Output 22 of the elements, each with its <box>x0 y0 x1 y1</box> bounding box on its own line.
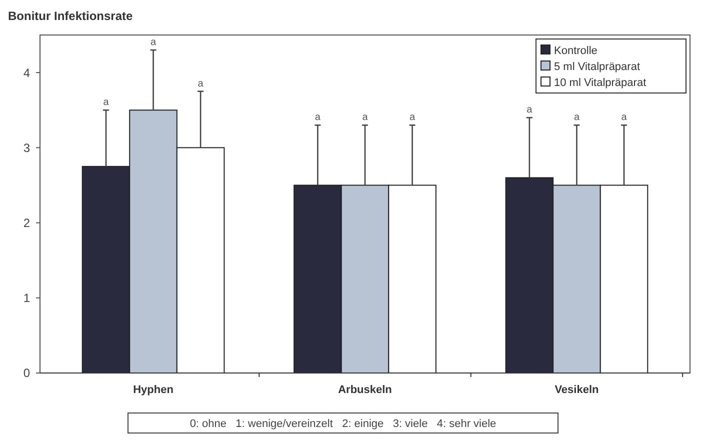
annotation: a <box>621 112 628 124</box>
text: 0: ohne 1: wenige/vereinzelt 2: einige 3: viele 4: sehr viele <box>190 418 496 430</box>
annotation: a <box>574 112 580 124</box>
y-tick-label: 4 <box>23 66 30 80</box>
annotation: a <box>410 112 416 124</box>
y-tick-label: 3 <box>23 140 30 155</box>
x-tick-label: Hyphen <box>133 384 174 396</box>
legend-label: 10 ml Vitalpräparat <box>554 76 646 89</box>
x-tick-label: Vesikeln <box>554 384 600 396</box>
x-tick-label: Arbuskeln <box>338 384 392 396</box>
legend-label: Kontrolle <box>554 44 598 57</box>
annotation: a <box>314 112 321 124</box>
y-tick-label: 2 <box>23 216 30 230</box>
annotation: a <box>198 78 204 90</box>
annotation: a <box>103 97 110 108</box>
annotation: a <box>150 37 156 48</box>
annotation: a <box>362 112 368 124</box>
annotation: a <box>526 104 533 116</box>
chart-title: Bonitur Infektionsrate <box>8 9 133 23</box>
y-tick-label: 1 <box>23 291 30 306</box>
legend-label: 5 ml Vitalpräparat <box>554 60 640 73</box>
y-tick-label: 0 <box>23 366 30 380</box>
